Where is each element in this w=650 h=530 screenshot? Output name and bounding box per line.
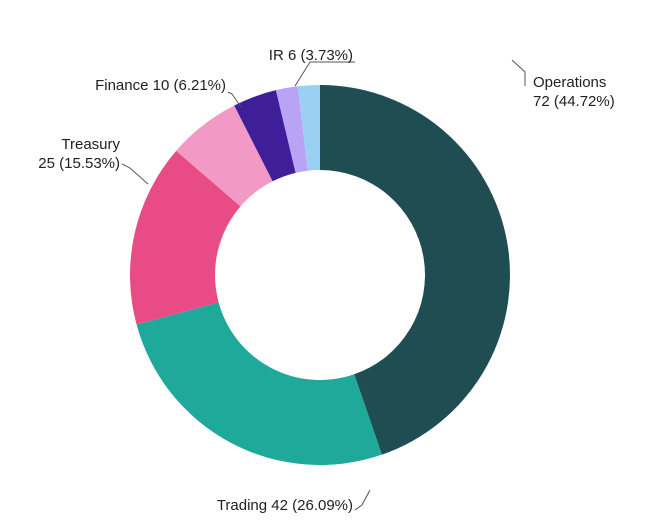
- label-finance: Finance 10 (6.21%): [95, 77, 226, 96]
- slice-trading: [137, 302, 382, 465]
- label-ir-line0: IR 6 (3.73%): [269, 47, 353, 64]
- label-treasury-line1: 25 (15.53%): [38, 155, 120, 174]
- leader-treasury: [122, 164, 148, 184]
- label-operations-line1: 72 (44.72%): [533, 93, 615, 112]
- label-operations: Operations 72 (44.72%): [533, 74, 615, 112]
- label-treasury: Treasury 25 (15.53%): [38, 136, 120, 174]
- label-operations-line0: Operations: [533, 74, 606, 91]
- label-trading-line0: Trading 42 (26.09%): [217, 497, 353, 514]
- label-treasury-line0: Treasury: [61, 136, 120, 153]
- leader-finance: [228, 92, 241, 107]
- leader-operations: [512, 60, 525, 86]
- leader-trading: [355, 490, 370, 510]
- donut-chart: Operations 72 (44.72%) Trading 42 (26.09%)…: [0, 0, 650, 530]
- label-finance-line0: Finance 10 (6.21%): [95, 77, 226, 94]
- label-trading: Trading 42 (26.09%): [217, 497, 353, 516]
- label-ir: IR 6 (3.73%): [269, 47, 353, 66]
